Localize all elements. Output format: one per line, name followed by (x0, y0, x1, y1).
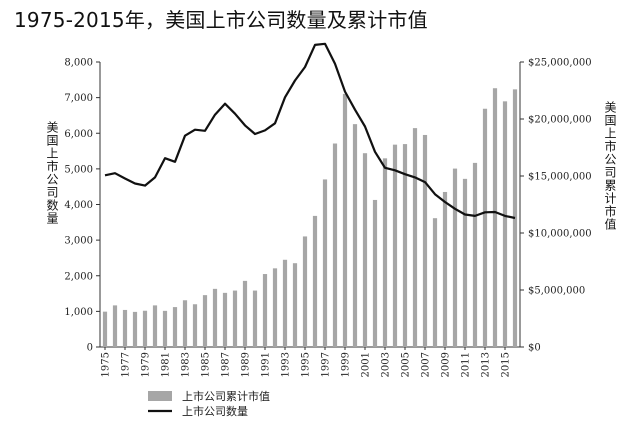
market-cap-bar (392, 144, 398, 347)
market-cap-bar (372, 199, 378, 347)
market-cap-bar (502, 101, 508, 347)
y2-tick-label: $0 (528, 343, 541, 354)
market-cap-bar (412, 128, 418, 347)
market-cap-bar (102, 311, 108, 347)
x-tick-label: 1979 (141, 352, 152, 377)
market-cap-bar (342, 93, 348, 347)
y2-tick-label: $15,000,000 (528, 172, 592, 183)
market-cap-bar (432, 218, 438, 347)
y-tick-label: 6,000 (64, 129, 93, 140)
market-cap-bar (282, 259, 288, 347)
x-tick-label: 2001 (361, 352, 372, 377)
chart-title: 1975-2015年，美国上市公司数量及累计市值 (14, 5, 534, 35)
y-tick-label: 8,000 (64, 58, 93, 69)
legend-line-label: 上市公司数量 (182, 404, 248, 418)
market-cap-bar (332, 143, 338, 347)
market-cap-bar (452, 168, 458, 347)
market-cap-bar (292, 263, 298, 347)
market-cap-bar (132, 311, 138, 347)
market-cap-bar (232, 290, 238, 347)
y2-axis-label: 美国上市公司累计市值 (603, 101, 617, 231)
market-cap-bar (402, 144, 408, 347)
x-tick-label: 1981 (161, 352, 172, 377)
market-cap-bar (192, 304, 198, 347)
x-tick-label: 1985 (201, 352, 212, 377)
market-cap-bar (322, 179, 328, 347)
market-cap-bar (152, 305, 158, 347)
market-cap-bar (482, 108, 488, 348)
market-cap-bar (202, 295, 208, 347)
market-cap-bar (222, 292, 228, 347)
market-cap-bar (182, 300, 188, 347)
x-tick-label: 2003 (381, 352, 392, 377)
market-cap-bar (212, 288, 218, 347)
y-tick-label: 2,000 (64, 271, 93, 282)
market-cap-bar (122, 309, 128, 347)
y-tick-label: 4,000 (64, 200, 93, 211)
y-axis-label: 美国上市公司数量 (45, 121, 59, 225)
x-tick-label: 1989 (241, 352, 252, 377)
market-cap-bar (262, 274, 268, 347)
market-cap-bar (382, 158, 388, 347)
x-tick-label: 1995 (301, 352, 312, 377)
market-cap-bar (462, 178, 468, 347)
market-cap-bar (312, 215, 318, 347)
x-tick-label: 1997 (321, 352, 332, 377)
x-tick-label: 2013 (481, 352, 492, 377)
x-tick-label: 2007 (421, 352, 432, 377)
market-cap-bar (162, 310, 168, 347)
y-tick-label: 5,000 (64, 164, 93, 175)
y2-tick-label: $10,000,000 (528, 229, 592, 240)
y-tick-label: 3,000 (64, 236, 93, 247)
market-cap-bar (492, 88, 498, 347)
market-cap-bar (302, 236, 308, 347)
legend-bar-swatch (148, 391, 172, 401)
x-tick-label: 1975 (101, 352, 112, 377)
market-cap-bar (142, 310, 148, 347)
market-cap-bar (362, 153, 368, 347)
x-tick-label: 1993 (281, 352, 292, 377)
x-tick-label: 2009 (441, 352, 452, 377)
market-cap-bar (172, 307, 178, 347)
y2-tick-label: $25,000,000 (528, 58, 592, 69)
market-cap-bar (442, 191, 448, 347)
x-tick-label: 1999 (341, 352, 352, 377)
company-count-line (104, 42, 516, 220)
market-cap-bar (112, 305, 118, 347)
market-cap-bar (422, 134, 428, 347)
x-tick-label: 2005 (401, 352, 412, 377)
x-tick-label: 1987 (221, 352, 232, 377)
market-cap-bar (272, 268, 278, 347)
x-tick-label: 1991 (261, 352, 272, 377)
market-cap-bar (512, 89, 518, 348)
x-tick-label: 1977 (121, 352, 132, 377)
y-tick-label: 7,000 (64, 93, 93, 104)
y-tick-label: 1,000 (64, 307, 93, 318)
market-cap-bar (252, 290, 258, 347)
x-tick-label: 2011 (461, 352, 472, 377)
market-cap-bar (242, 280, 248, 347)
market-cap-bar (472, 162, 478, 347)
y2-tick-label: $5,000,000 (528, 286, 585, 297)
x-tick-label: 1983 (181, 352, 192, 377)
market-cap-bar (352, 124, 358, 347)
legend-bar-label: 上市公司累计市值 (182, 389, 270, 403)
y-tick-label: 0 (87, 343, 93, 354)
y2-tick-label: $20,000,000 (528, 115, 592, 126)
x-tick-label: 2015 (501, 352, 512, 377)
